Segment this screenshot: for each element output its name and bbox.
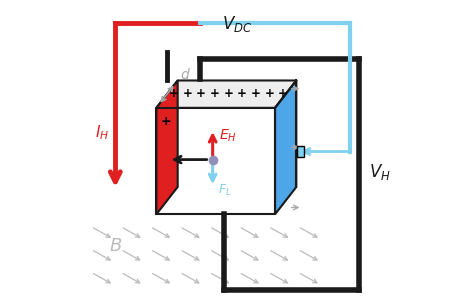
Polygon shape xyxy=(156,80,178,214)
Text: +: + xyxy=(264,87,274,100)
Text: +: + xyxy=(278,87,288,100)
Bar xyxy=(156,108,275,214)
Text: $V_{DC}$: $V_{DC}$ xyxy=(222,14,252,33)
FancyBboxPatch shape xyxy=(297,146,304,157)
Text: $I_H$: $I_H$ xyxy=(94,123,109,142)
Text: +: + xyxy=(251,87,261,100)
Text: +: + xyxy=(169,87,179,100)
Text: +: + xyxy=(210,87,219,100)
Text: $d$: $d$ xyxy=(180,67,191,82)
Text: +: + xyxy=(223,87,233,100)
Text: +: + xyxy=(237,87,247,100)
Polygon shape xyxy=(156,80,296,108)
Text: $E_H$: $E_H$ xyxy=(219,128,237,144)
Text: +: + xyxy=(182,87,192,100)
Text: $B$: $B$ xyxy=(109,237,122,255)
Polygon shape xyxy=(275,80,296,214)
Text: +: + xyxy=(196,87,206,100)
Text: $F_L$: $F_L$ xyxy=(218,182,232,197)
Text: +: + xyxy=(161,115,172,128)
Text: $V_H$: $V_H$ xyxy=(369,162,391,182)
